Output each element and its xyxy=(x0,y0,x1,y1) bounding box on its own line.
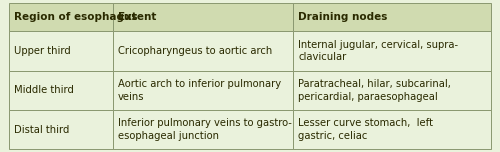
Bar xyxy=(294,31,491,71)
Text: Extent: Extent xyxy=(118,12,156,22)
Bar xyxy=(294,71,491,110)
Bar xyxy=(9,31,113,71)
Bar xyxy=(9,71,113,110)
Text: Upper third: Upper third xyxy=(14,46,71,56)
Text: Paratracheal, hilar, subcarinal,
pericardial, paraesophageal: Paratracheal, hilar, subcarinal, pericar… xyxy=(298,79,452,102)
Bar xyxy=(9,3,113,31)
Text: Aortic arch to inferior pulmonary
veins: Aortic arch to inferior pulmonary veins xyxy=(118,79,281,102)
Text: Cricopharyngeus to aortic arch: Cricopharyngeus to aortic arch xyxy=(118,46,272,56)
Text: Lesser curve stomach,  left
gastric, celiac: Lesser curve stomach, left gastric, celi… xyxy=(298,118,434,141)
Bar xyxy=(294,3,491,31)
Text: Distal third: Distal third xyxy=(14,125,70,135)
Text: Draining nodes: Draining nodes xyxy=(298,12,388,22)
Bar xyxy=(112,31,294,71)
Bar xyxy=(9,110,113,149)
Text: Internal jugular, cervical, supra-
clavicular: Internal jugular, cervical, supra- clavi… xyxy=(298,40,458,62)
Bar xyxy=(112,110,294,149)
Bar xyxy=(112,3,294,31)
Bar xyxy=(112,71,294,110)
Bar xyxy=(294,110,491,149)
Text: Inferior pulmonary veins to gastro-
esophageal junction: Inferior pulmonary veins to gastro- esop… xyxy=(118,118,292,141)
Text: Middle third: Middle third xyxy=(14,85,74,95)
Text: Region of esophagus: Region of esophagus xyxy=(14,12,138,22)
